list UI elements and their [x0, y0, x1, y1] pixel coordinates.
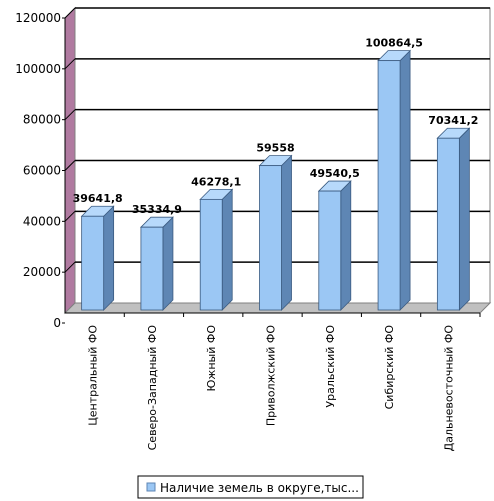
bar	[318, 190, 342, 311]
gridline-side	[64, 261, 76, 273]
y-tick-label: 20000	[23, 265, 61, 279]
y-tick-label: 0	[53, 316, 61, 330]
labels-layer: 39641,8 Центральный ФО 35334,9 Северо-Запад…	[73, 37, 479, 452]
bar-side	[281, 154, 292, 311]
y-tick-label: 100000	[15, 62, 61, 76]
category-label: Центральный ФО	[87, 325, 100, 426]
bar-side	[221, 188, 233, 311]
data-label: 100864,5	[365, 37, 423, 50]
gridline-side	[64, 7, 76, 19]
data-label: 70341,2	[428, 114, 478, 127]
legend: Наличие земель в округе,тыс...	[137, 475, 364, 499]
bars-layer	[80, 49, 471, 311]
y-tick-label: 60000	[23, 164, 61, 178]
category-label: Южный ФО	[205, 325, 218, 392]
bar	[81, 215, 105, 311]
category-label: Уральский ФО	[324, 325, 337, 408]
category-label: Приволжский ФО	[265, 325, 278, 427]
data-label: 39641,8	[73, 192, 123, 205]
category-label: Сибирский ФО	[383, 325, 396, 410]
gridline-side	[64, 58, 76, 70]
bar-side	[399, 49, 411, 311]
legend-box	[137, 475, 364, 499]
data-label: 59558	[256, 142, 294, 155]
gridline-side	[64, 160, 76, 171]
gridline-side	[64, 109, 76, 121]
bar-side	[103, 205, 115, 311]
bar	[377, 60, 401, 311]
bar	[436, 137, 460, 311]
legend-label: Наличие земель в округе,тыс...	[160, 481, 359, 495]
bar-side	[162, 216, 174, 311]
category-label: Дальневосточный ФО	[442, 325, 455, 452]
y-tick-label: 40000	[23, 214, 61, 228]
bar	[140, 226, 164, 311]
bar	[199, 198, 223, 311]
category-label: Северо-Западный ФО	[146, 325, 159, 451]
y-tick-label: 80000	[23, 113, 61, 127]
data-label: 49540,5	[310, 167, 360, 180]
bar-side	[340, 180, 352, 311]
bar	[259, 165, 282, 311]
data-label: 35334,9	[132, 203, 182, 216]
y-tick-label: 120000	[15, 11, 61, 25]
gridline-side	[64, 210, 76, 222]
legend-swatch	[146, 482, 156, 492]
bar-side	[458, 127, 470, 311]
data-label: 46278,1	[191, 175, 241, 188]
